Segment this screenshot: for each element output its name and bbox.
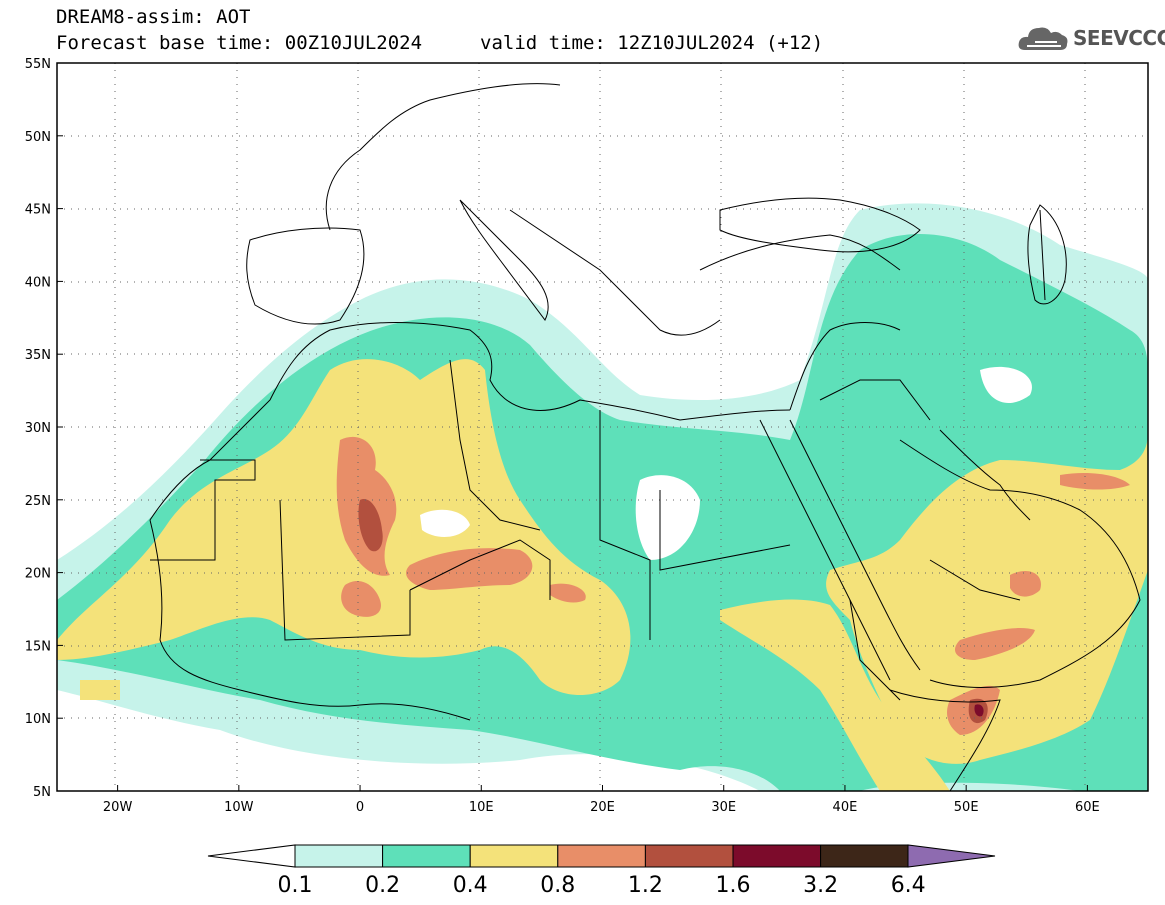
forecast-base-time: Forecast base time: 00Z10JUL2024	[56, 32, 423, 54]
lon-tick-label: 20W	[103, 800, 133, 815]
colorbar-segment	[644, 844, 734, 868]
aot-contours	[57, 203, 1148, 791]
aot-band-0.4-cape-verde	[80, 680, 120, 700]
colorbar-under-arrow	[207, 844, 296, 868]
aot-band-0.8-sudan	[550, 583, 586, 603]
latitude-ticks: 5N 10N 15N 20N 25N 30N 35N 40N 45N 50N 55N	[25, 57, 63, 800]
colorbar-over-arrow	[907, 844, 996, 868]
colorbar-label: 1.2	[628, 873, 663, 898]
lat-tick-label: 50N	[25, 130, 51, 145]
lat-tick-label: 25N	[25, 494, 51, 509]
coastlines-borders	[149, 83, 1141, 791]
aot-band-0.8-arabia	[1010, 570, 1041, 597]
lat-tick-label: 35N	[25, 348, 51, 363]
colorbar-label: 6.4	[891, 873, 926, 898]
logo-text: SEEVCCC	[1073, 26, 1165, 50]
colorbar-segment	[294, 844, 384, 868]
colorbar-label: 0.8	[540, 873, 575, 898]
aot-band-0.8-niger	[341, 580, 381, 617]
lat-tick-label: 45N	[25, 203, 51, 218]
colorbar-label: 3.2	[803, 873, 838, 898]
lon-tick-label: 60E	[1075, 800, 1100, 815]
aot-band-0.4-red-sea	[720, 599, 950, 791]
colorbar-label: 0.4	[453, 873, 488, 898]
lat-tick-label: 20N	[25, 567, 51, 582]
lat-tick-label: 40N	[25, 275, 51, 290]
lon-tick-label: 20E	[590, 800, 615, 815]
map-title: DREAM8-assim: AOT	[56, 6, 251, 28]
aot-band-0.8-yemen	[955, 628, 1035, 660]
colorbar-segment	[820, 844, 909, 868]
colorbar-label: 1.6	[716, 873, 751, 898]
lon-tick-label: 0	[356, 800, 364, 815]
colorbar-label: 0.2	[365, 873, 400, 898]
seevccc-logo: SEEVCCC	[1017, 20, 1165, 60]
aot-band-1.6-somalia	[974, 704, 984, 717]
lat-tick-label: 30N	[25, 421, 51, 436]
low-aot-area-iran	[980, 366, 1032, 403]
aot-band-0.8-chad	[406, 548, 533, 590]
lon-tick-label: 30E	[711, 800, 736, 815]
longitude-ticks: 20W 10W 0 10E 20E 30E 40E 50E 60E	[103, 785, 1100, 815]
colorbar-segment	[469, 844, 559, 868]
lon-tick-label: 10W	[224, 800, 254, 815]
valid-time: valid time: 12Z10JUL2024 (+12)	[480, 32, 824, 54]
colorbar-segment	[557, 844, 646, 868]
low-aot-area-libya	[420, 509, 470, 537]
lat-tick-label: 15N	[25, 639, 51, 654]
lat-tick-label: 5N	[33, 785, 51, 800]
cloud-icon	[1018, 27, 1068, 50]
lon-tick-label: 50E	[954, 800, 979, 815]
lat-tick-label: 55N	[25, 57, 51, 72]
colorbar-segment	[382, 844, 471, 868]
colorbar-segment	[732, 844, 822, 868]
lat-tick-label: 10N	[25, 712, 51, 727]
lon-tick-label: 10E	[469, 800, 494, 815]
lon-tick-label: 40E	[833, 800, 858, 815]
aot-band-0.8-gulf	[1060, 473, 1130, 490]
aot-band-1.2-sahara	[358, 499, 383, 552]
colorbar-label: 0.1	[278, 873, 313, 898]
low-aot-area-egypt	[635, 475, 700, 560]
aot-band-0.4-east	[826, 430, 1148, 764]
colorbar: 0.1 0.2 0.4 0.8 1.2 1.6 3.2 6.4	[207, 844, 996, 898]
